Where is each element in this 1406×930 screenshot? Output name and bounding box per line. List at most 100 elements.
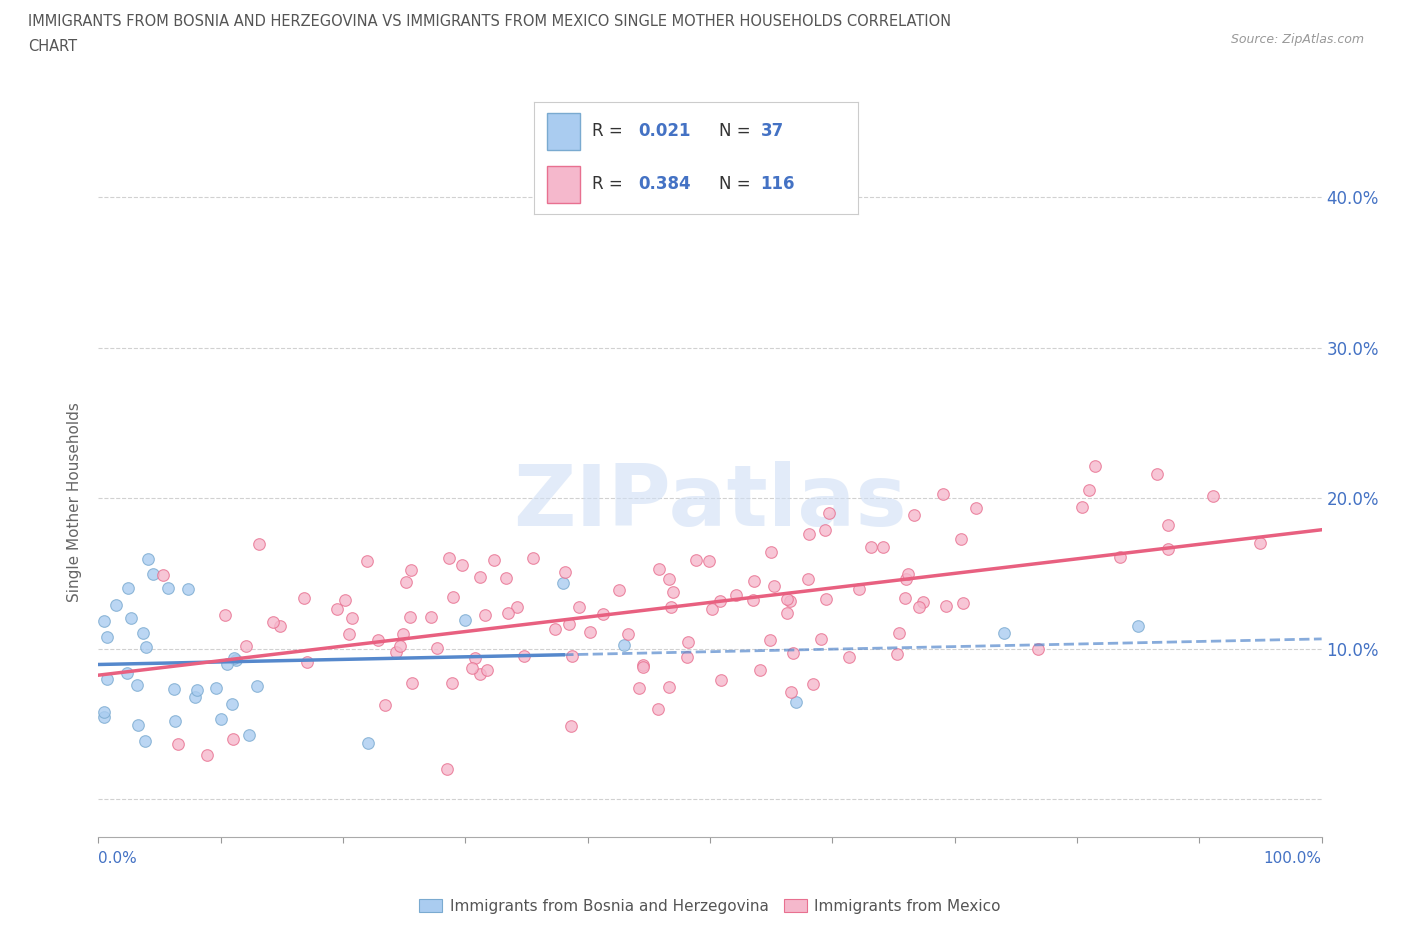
Point [1109, 550, 1132, 565]
Point [385, 644, 408, 659]
Point [568, 600, 591, 615]
Point [105, 597, 128, 612]
Point [815, 591, 838, 606]
Point [142, 566, 165, 581]
FancyBboxPatch shape [547, 166, 579, 203]
Point [631, 658, 654, 673]
Point [617, 627, 640, 642]
Point [1128, 618, 1150, 633]
Point [367, 632, 389, 647]
Point [225, 653, 247, 668]
Text: ZIPatlas: ZIPatlas [513, 460, 907, 544]
Point [647, 702, 669, 717]
Point [613, 638, 636, 653]
Point [437, 551, 460, 565]
Point [579, 625, 602, 640]
Point [186, 683, 208, 698]
Point [388, 639, 411, 654]
Point [554, 565, 576, 579]
Point [183, 689, 205, 704]
Point [782, 645, 804, 660]
Text: 116: 116 [761, 175, 796, 193]
Point [848, 581, 870, 596]
Point [887, 626, 910, 641]
Point [522, 551, 544, 565]
Point [484, 552, 506, 567]
Point [156, 580, 179, 595]
Point [797, 571, 820, 586]
Point [441, 590, 464, 604]
Point [710, 672, 733, 687]
Point [949, 532, 972, 547]
Point [125, 678, 148, 693]
Point [872, 539, 894, 554]
Point [759, 544, 782, 559]
Point [204, 680, 226, 695]
Point [96, 671, 118, 686]
Point [558, 617, 581, 631]
Point [152, 567, 174, 582]
Point [544, 622, 567, 637]
Point [592, 606, 614, 621]
Point [222, 650, 245, 665]
Point [993, 625, 1015, 640]
Text: R =: R = [592, 175, 628, 193]
Point [627, 681, 650, 696]
Point [340, 611, 363, 626]
Point [93, 710, 115, 724]
Point [785, 695, 807, 710]
Point [513, 648, 536, 663]
Point [886, 647, 908, 662]
Point [560, 719, 582, 734]
Point [700, 602, 723, 617]
Text: N =: N = [718, 175, 755, 193]
Point [464, 651, 486, 666]
Point [1157, 518, 1180, 533]
Point [475, 662, 498, 677]
Point [676, 635, 699, 650]
Point [262, 614, 284, 629]
Point [441, 676, 464, 691]
Point [709, 594, 731, 609]
Point [292, 591, 315, 605]
Point [742, 592, 765, 607]
Point [894, 591, 917, 605]
Point [392, 626, 415, 641]
Point [496, 605, 519, 620]
Text: IMMIGRANTS FROM BOSNIA AND HERZEGOVINA VS IMMIGRANTS FROM MEXICO SINGLE MOTHER H: IMMIGRANTS FROM BOSNIA AND HERZEGOVINA V… [28, 14, 952, 29]
Point [238, 727, 260, 742]
Point [648, 562, 671, 577]
Point [167, 737, 190, 751]
Point [763, 578, 786, 593]
Legend: Immigrants from Bosnia and Herzegovina, Immigrants from Mexico: Immigrants from Bosnia and Herzegovina, … [413, 893, 1007, 920]
Point [454, 612, 477, 627]
Point [749, 662, 772, 677]
Point [333, 592, 356, 607]
Point [1078, 482, 1101, 497]
Point [1202, 489, 1225, 504]
Point [506, 600, 529, 615]
Point [93, 614, 115, 629]
Point [818, 506, 841, 521]
Point [115, 665, 138, 680]
Point [676, 650, 699, 665]
Y-axis label: Single Mother Households: Single Mother Households [67, 403, 83, 602]
Point [965, 500, 987, 515]
Point [859, 540, 882, 555]
Point [1028, 642, 1050, 657]
FancyBboxPatch shape [547, 113, 579, 151]
Point [297, 655, 319, 670]
Point [631, 660, 654, 675]
Point [177, 581, 200, 596]
Point [553, 576, 575, 591]
Point [1146, 467, 1168, 482]
Point [474, 607, 496, 622]
Point [93, 705, 115, 720]
Point [326, 602, 349, 617]
Point [907, 599, 929, 614]
Point [235, 639, 257, 654]
Point [468, 569, 491, 584]
Point [401, 675, 423, 690]
Point [779, 594, 801, 609]
Point [935, 598, 957, 613]
